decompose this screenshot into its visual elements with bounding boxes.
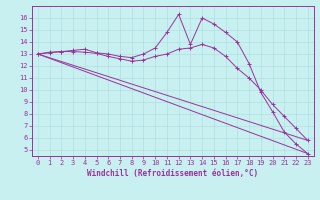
X-axis label: Windchill (Refroidissement éolien,°C): Windchill (Refroidissement éolien,°C) <box>87 169 258 178</box>
